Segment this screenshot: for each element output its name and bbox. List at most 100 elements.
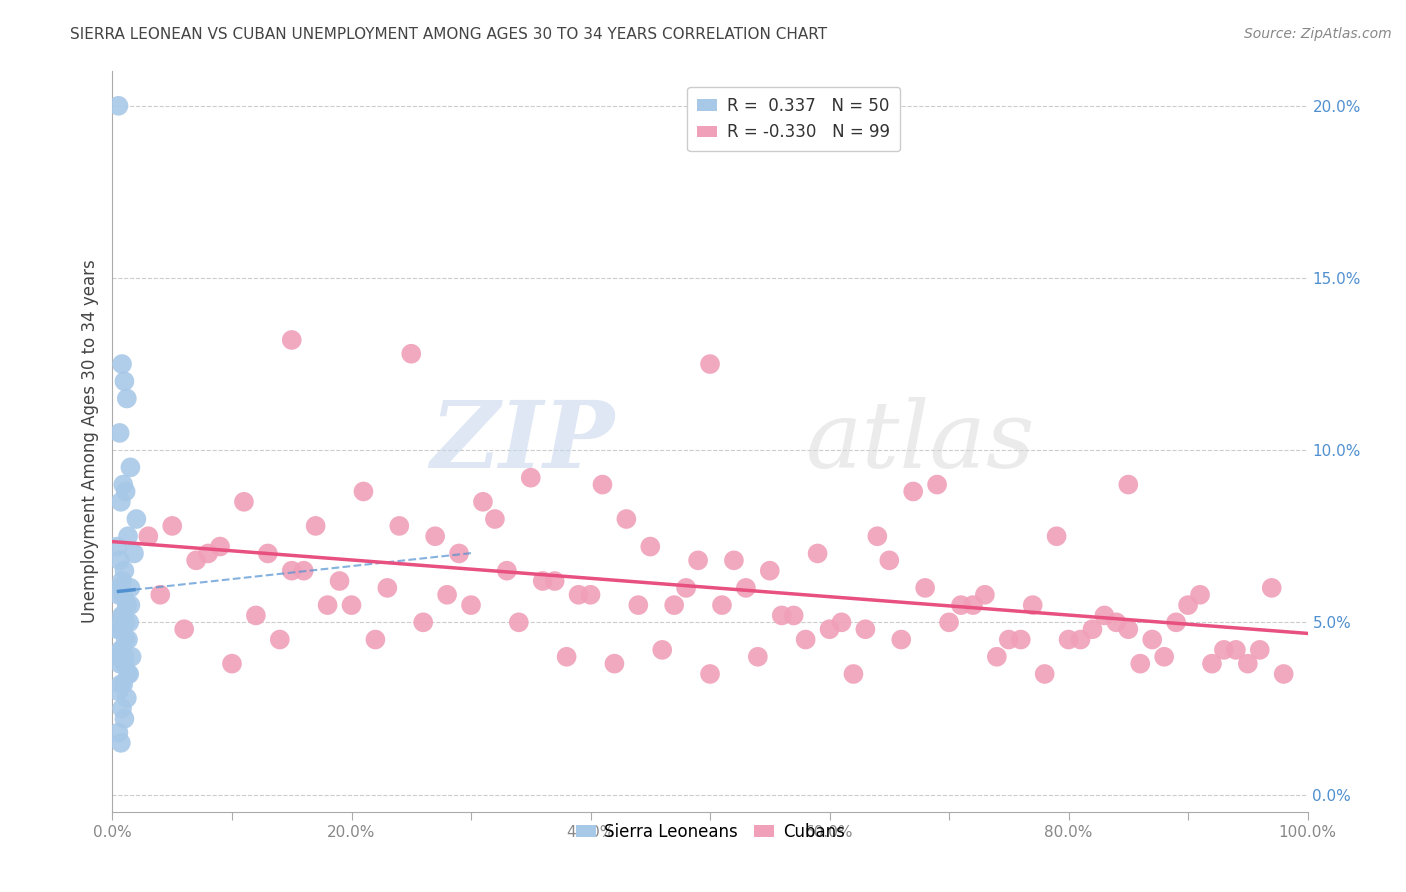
Point (107, 649, 129, 664)
Point (855, 622, 877, 636)
Point (1105, 615, 1128, 630)
Point (831, 615, 853, 630)
Point (110, 736, 132, 750)
Point (110, 615, 132, 630)
Point (735, 581, 758, 595)
Point (292, 564, 315, 578)
Point (112, 677, 135, 691)
Point (388, 519, 411, 533)
Point (197, 546, 219, 560)
Point (105, 622, 128, 636)
Point (640, 540, 662, 554)
Point (711, 598, 734, 612)
Point (472, 495, 495, 509)
Point (1213, 643, 1236, 657)
Point (460, 598, 482, 612)
Point (281, 564, 304, 578)
Point (114, 712, 135, 726)
Point (543, 574, 565, 588)
Point (118, 615, 141, 630)
Point (794, 632, 817, 647)
Point (111, 701, 134, 715)
Point (108, 581, 131, 595)
Point (149, 588, 172, 602)
Point (914, 581, 936, 595)
Point (1142, 632, 1164, 647)
Point (269, 632, 291, 647)
Point (112, 608, 135, 623)
Point (890, 632, 912, 647)
Point (879, 553, 901, 567)
Point (110, 643, 132, 657)
Point (1166, 615, 1188, 630)
Point (1129, 657, 1152, 671)
Point (1070, 632, 1092, 647)
Point (316, 598, 339, 612)
Point (115, 392, 138, 406)
Point (112, 588, 135, 602)
Point (108, 425, 131, 440)
Point (108, 622, 131, 636)
Point (747, 649, 769, 664)
Point (110, 495, 132, 509)
Point (111, 357, 134, 371)
Point (377, 581, 399, 595)
Text: SIERRA LEONEAN VS CUBAN UNEMPLOYMENT AMONG AGES 30 TO 34 YEARS CORRELATION CHART: SIERRA LEONEAN VS CUBAN UNEMPLOYMENT AMO… (70, 27, 827, 42)
Point (115, 598, 138, 612)
Point (1225, 643, 1247, 657)
Point (842, 667, 865, 681)
Point (807, 546, 830, 560)
Point (118, 667, 141, 681)
Point (305, 519, 328, 533)
Point (1189, 588, 1212, 602)
Point (115, 598, 138, 612)
Point (592, 477, 614, 491)
Point (117, 632, 139, 647)
Point (114, 657, 135, 671)
Point (1081, 622, 1104, 636)
Point (962, 598, 984, 612)
Point (938, 615, 960, 630)
Point (114, 374, 135, 388)
Point (627, 598, 650, 612)
Point (186, 553, 208, 567)
Point (105, 540, 128, 554)
Point (496, 564, 519, 578)
Point (107, 588, 129, 602)
Point (120, 581, 142, 595)
Point (281, 333, 304, 347)
Point (114, 649, 135, 664)
Point (436, 588, 458, 602)
Point (412, 615, 434, 630)
Point (770, 608, 793, 623)
Point (555, 649, 578, 664)
Point (1118, 622, 1140, 636)
Text: atlas: atlas (806, 397, 1035, 486)
Point (699, 667, 721, 681)
Point (866, 529, 889, 543)
Point (364, 632, 387, 647)
Text: Source: ZipAtlas.com: Source: ZipAtlas.com (1244, 27, 1392, 41)
Point (1033, 667, 1056, 681)
Point (986, 649, 1008, 664)
Point (107, 99, 129, 113)
Point (114, 615, 136, 630)
Point (111, 643, 134, 657)
Point (651, 643, 673, 657)
Point (114, 484, 136, 499)
Point (927, 477, 949, 491)
Point (120, 460, 142, 475)
Point (1272, 667, 1295, 681)
Point (1249, 643, 1271, 657)
Point (112, 477, 135, 491)
Point (107, 725, 129, 739)
Point (115, 691, 138, 706)
Point (903, 484, 925, 499)
Point (114, 564, 135, 578)
Point (1118, 477, 1140, 491)
Point (818, 622, 841, 636)
Point (531, 574, 554, 588)
Point (401, 347, 423, 361)
Point (114, 615, 135, 630)
Point (233, 495, 256, 509)
